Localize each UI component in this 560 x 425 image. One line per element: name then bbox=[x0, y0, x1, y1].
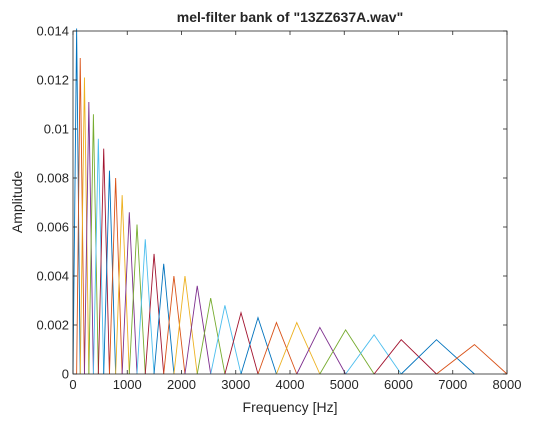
x-tick-label: 3000 bbox=[221, 377, 250, 392]
plot-area bbox=[73, 31, 507, 374]
x-axis-label: Frequency [Hz] bbox=[243, 399, 338, 415]
filter-line bbox=[240, 316, 277, 375]
filter-line bbox=[97, 148, 110, 375]
filter-line bbox=[319, 329, 375, 375]
tick-layer: 0 1000 2000 3000 4000 5000 6000 7000 8000 0 0.002 0… bbox=[36, 24, 521, 393]
filter-line bbox=[103, 170, 117, 375]
filter-line bbox=[72, 28, 81, 375]
y-tick-label: 0.01 bbox=[44, 122, 69, 137]
filter-line bbox=[115, 195, 130, 375]
filter-line bbox=[128, 224, 146, 375]
x-tick-label: 2000 bbox=[167, 377, 196, 392]
filter-line bbox=[276, 321, 321, 375]
filter-line bbox=[144, 253, 165, 375]
y-tick-label: 0 bbox=[62, 367, 69, 382]
filter-line bbox=[400, 339, 475, 375]
filter-line bbox=[224, 311, 259, 375]
filter-line bbox=[84, 102, 94, 375]
filter-line bbox=[88, 114, 99, 375]
x-tick-label: 4000 bbox=[276, 377, 305, 392]
y-tick-label: 0.014 bbox=[36, 24, 69, 39]
filter-line bbox=[136, 239, 155, 375]
y-axis-label: Amplitude bbox=[9, 171, 25, 233]
filter-line bbox=[373, 339, 437, 375]
x-tick-label: 0 bbox=[69, 377, 76, 392]
filter-line bbox=[173, 275, 198, 375]
filter-line bbox=[296, 326, 347, 375]
y-tick-label: 0.006 bbox=[36, 220, 69, 235]
filter-line bbox=[257, 321, 298, 375]
y-tick-label: 0.012 bbox=[36, 73, 69, 88]
filter-line bbox=[109, 177, 123, 375]
filter-line bbox=[76, 57, 85, 375]
filter-line bbox=[121, 212, 138, 375]
x-tick-label: 7000 bbox=[438, 377, 467, 392]
filter-line bbox=[79, 77, 90, 375]
filter-line bbox=[163, 275, 186, 375]
chart-title: mel-filter bank of "13ZZ637A.wav" bbox=[177, 9, 403, 25]
filter-line bbox=[184, 285, 212, 375]
x-tick-label: 1000 bbox=[113, 377, 142, 392]
x-tick-label: 8000 bbox=[493, 377, 522, 392]
x-tick-label: 5000 bbox=[330, 377, 359, 392]
series-layer bbox=[72, 28, 508, 375]
filter-line bbox=[153, 263, 175, 375]
filter-line bbox=[345, 334, 402, 375]
filter-line bbox=[210, 305, 242, 375]
y-tick-label: 0.008 bbox=[36, 171, 69, 186]
filter-line bbox=[92, 138, 105, 375]
y-tick-label: 0.004 bbox=[36, 269, 69, 284]
filter-line bbox=[436, 344, 508, 375]
x-tick-label: 6000 bbox=[384, 377, 413, 392]
y-tick-label: 0.002 bbox=[36, 318, 69, 333]
filter-line bbox=[196, 297, 226, 375]
